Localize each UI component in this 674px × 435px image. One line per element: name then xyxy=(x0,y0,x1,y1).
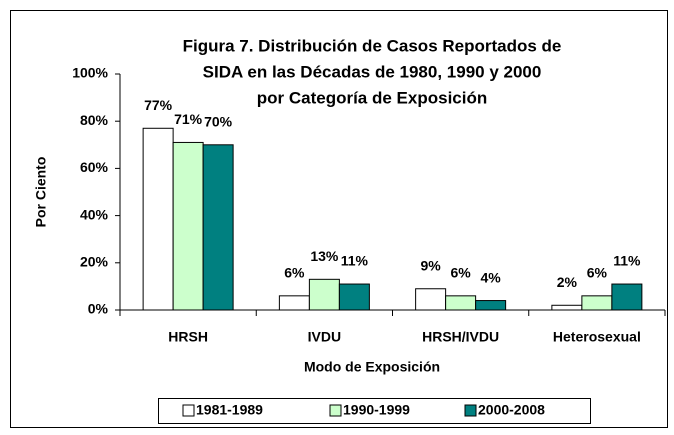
bar xyxy=(202,144,234,311)
bar xyxy=(581,295,613,311)
legend-label: 1981-1989 xyxy=(196,402,263,418)
value-label: 70% xyxy=(204,114,233,130)
y-tick-label: 100% xyxy=(72,65,108,81)
value-label: 6% xyxy=(451,265,472,281)
bar xyxy=(475,300,507,311)
value-label: 77% xyxy=(144,97,173,113)
chart-title: Figura 7. Distribución de Casos Reportad… xyxy=(183,36,562,55)
x-tick-label: IVDU xyxy=(308,329,341,345)
bar xyxy=(415,288,447,311)
bar xyxy=(142,127,174,311)
bar xyxy=(338,283,370,311)
value-label: 9% xyxy=(421,257,442,273)
x-tick-label: HRSH/IVDU xyxy=(422,329,499,345)
value-label: 6% xyxy=(587,265,608,281)
y-tick-label: 0% xyxy=(88,301,109,317)
y-tick-label: 60% xyxy=(80,159,109,175)
y-tick-label: 40% xyxy=(80,206,109,222)
bar xyxy=(308,278,340,311)
chart-title: por Categoría de Exposición xyxy=(257,88,488,107)
value-label: 11% xyxy=(341,253,369,269)
legend-swatch xyxy=(464,404,477,417)
legend-swatch xyxy=(329,404,342,417)
value-label: 4% xyxy=(481,269,502,285)
legend-label: 1990-1999 xyxy=(343,402,410,418)
value-label: 2% xyxy=(557,274,578,290)
value-label: 11% xyxy=(613,253,641,269)
legend-label: 2000-2008 xyxy=(478,402,545,418)
bar xyxy=(611,283,643,311)
value-label: 6% xyxy=(284,265,305,281)
x-tick-label: Heterosexual xyxy=(553,329,641,345)
chart-title: SIDA en las Décadas de 1980, 1990 y 2000 xyxy=(203,62,542,81)
bar xyxy=(551,304,583,311)
bar xyxy=(445,295,477,311)
value-label: 13% xyxy=(310,248,339,264)
y-tick-label: 20% xyxy=(80,254,109,270)
value-label: 71% xyxy=(174,111,203,127)
bar xyxy=(172,141,204,311)
y-axis-label: Por Ciento xyxy=(33,157,49,228)
x-axis-label: Modo de Exposición xyxy=(304,359,440,375)
x-tick-label: HRSH xyxy=(168,329,208,345)
legend-swatch xyxy=(182,404,195,417)
y-tick-label: 80% xyxy=(80,112,109,128)
legend xyxy=(158,398,591,424)
bar xyxy=(278,295,310,311)
